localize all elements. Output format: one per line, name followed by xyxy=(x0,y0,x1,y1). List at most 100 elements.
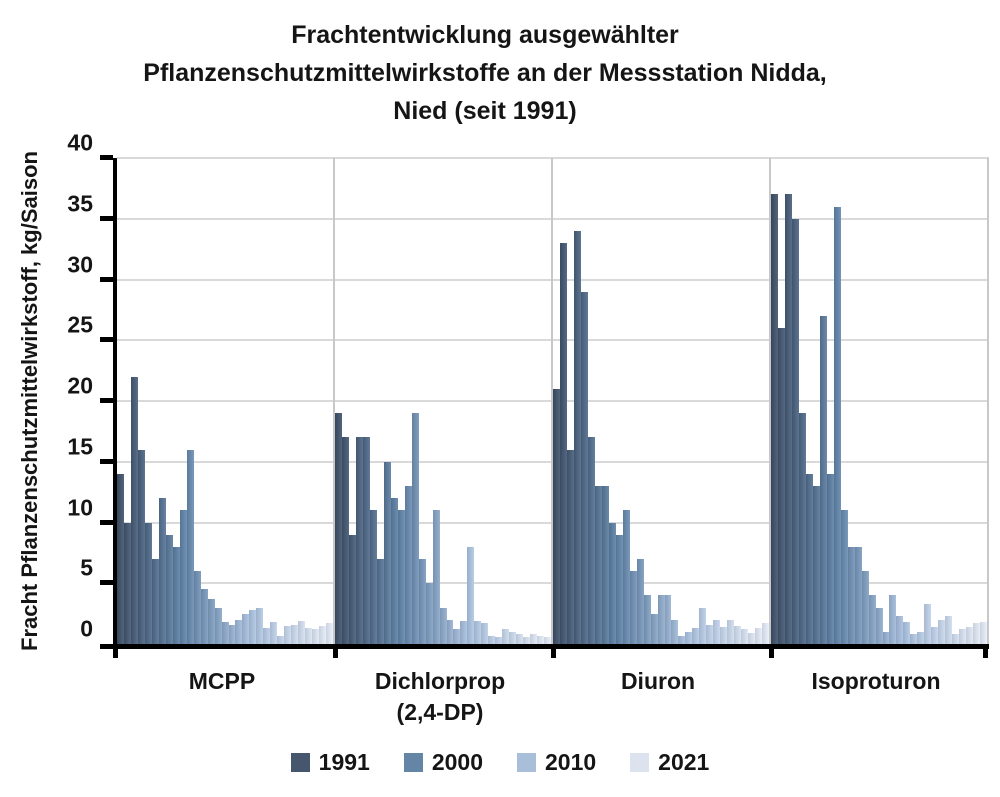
legend-label: 1991 xyxy=(318,749,370,775)
gridline xyxy=(117,339,989,342)
bar-dichlorprop-2001 xyxy=(404,486,412,644)
bar-diuron-1994 xyxy=(573,230,581,644)
x-axis-label-text: Dichlorprop xyxy=(374,668,506,694)
plot-area: 0 5 10 15 20 25 30 35 40 xyxy=(67,130,989,658)
bar-dichlorprop-2014 xyxy=(495,636,503,644)
bar-isoproturon-2004 xyxy=(861,571,869,644)
bar-isoproturon-2016 xyxy=(945,616,953,644)
chart-title-line1: Frachtentwicklung ausgewählter xyxy=(291,21,679,49)
bar-mcpp-1994 xyxy=(137,449,145,644)
bar-dichlorprop-2017 xyxy=(516,634,524,644)
bar-isoproturon-2017 xyxy=(952,634,960,644)
bar-dichlorprop-2005 xyxy=(432,510,440,644)
bar-isoproturon-1999 xyxy=(826,473,834,644)
bar-isoproturon-1997 xyxy=(812,486,820,644)
bar-diuron-2004 xyxy=(643,595,651,644)
bar-diuron-2012 xyxy=(699,607,707,644)
bar-diuron-2001 xyxy=(622,510,630,644)
bar-isoproturon-2013 xyxy=(924,603,932,644)
bar-diuron-2002 xyxy=(629,571,637,644)
bar-isoproturon-2001 xyxy=(840,510,848,644)
bar-diuron-2003 xyxy=(636,558,644,644)
bar-mcpp-1998 xyxy=(165,534,173,644)
x-axis-label-isoproturon: Isoproturon xyxy=(767,666,985,728)
bar-isoproturon-2019 xyxy=(966,627,974,644)
bar-diuron-2005 xyxy=(650,613,658,644)
bar-diuron-2007 xyxy=(664,595,672,644)
bar-dichlorprop-2010 xyxy=(467,546,475,644)
bar-mcpp-2014 xyxy=(277,635,285,644)
y-axis-tick xyxy=(100,644,113,649)
y-axis-title: Fracht Pflanzenschutzmittelwirkstoff, kg… xyxy=(17,151,42,651)
bar-isoproturon-2018 xyxy=(959,629,967,644)
bar-dichlorprop-1993 xyxy=(348,534,356,644)
bar-diuron-2021 xyxy=(762,623,770,644)
y-axis-tick xyxy=(100,398,113,403)
bar-diuron-1999 xyxy=(608,522,616,644)
bar-dichlorprop-2008 xyxy=(453,629,461,644)
bar-isoproturon-2005 xyxy=(868,595,876,644)
bar-diuron-2000 xyxy=(615,534,623,644)
bar-isoproturon-2021 xyxy=(980,622,988,644)
bar-isoproturon-1993 xyxy=(784,194,792,644)
bar-diuron-2015 xyxy=(720,627,728,644)
bar-diuron-2018 xyxy=(741,629,749,644)
bar-diuron-1992 xyxy=(559,243,567,644)
legend-label: 2010 xyxy=(545,749,597,775)
legend-swatch-icon xyxy=(517,753,536,772)
bar-isoproturon-2000 xyxy=(833,206,841,644)
chart-title: Frachtentwicklung ausgewählter Pflanzens… xyxy=(10,16,960,130)
bar-isoproturon-1996 xyxy=(805,473,813,644)
bar-isoproturon-2003 xyxy=(854,546,862,644)
y-axis-tick xyxy=(100,215,113,221)
bar-mcpp-2012 xyxy=(263,628,271,644)
bar-mcpp-2001 xyxy=(186,449,194,644)
x-axis-label-dichlorprop: Dichlorprop (2,4-DP) xyxy=(331,666,549,728)
bar-mcpp-2021 xyxy=(326,623,334,644)
bar-mcpp-2006 xyxy=(221,622,229,644)
bar-dichlorprop-2015 xyxy=(502,629,510,644)
bar-dichlorprop-1999 xyxy=(390,498,398,644)
bar-diuron-2011 xyxy=(692,628,700,644)
chart-title-line2: Pflanzenschutzmittelwirkstoffe an der Me… xyxy=(143,59,827,87)
bar-diuron-2006 xyxy=(657,595,665,644)
bar-diuron-2010 xyxy=(685,631,693,644)
bar-mcpp-1995 xyxy=(144,522,152,644)
bar-mcpp-1992 xyxy=(123,522,131,644)
bar-dichlorprop-2018 xyxy=(523,636,531,644)
legend-label: 2000 xyxy=(431,749,483,775)
x-axis-label-text: Isoproturon xyxy=(811,668,941,694)
y-axis-tick xyxy=(100,337,113,343)
bar-dichlorprop-1991 xyxy=(335,413,342,644)
bar-diuron-2013 xyxy=(706,624,714,644)
bar-mcpp-1993 xyxy=(130,376,138,644)
bar-mcpp-2002 xyxy=(193,571,201,644)
bar-mcpp-2010 xyxy=(249,609,257,644)
y-axis-tick-label: 5 xyxy=(80,554,93,581)
bar-mcpp-2016 xyxy=(291,624,299,644)
bar-dichlorprop-2000 xyxy=(397,510,405,644)
x-axis-tick xyxy=(551,649,556,658)
bar-group-diuron xyxy=(553,158,771,644)
legend-swatch-icon xyxy=(290,753,310,772)
bar-isoproturon-2002 xyxy=(847,546,855,644)
y-axis-tick-label: 30 xyxy=(67,251,93,277)
legend-swatch-icon xyxy=(403,753,423,772)
y-axis-tick xyxy=(100,155,113,160)
bar-diuron-1995 xyxy=(580,291,588,644)
x-axis-label-diuron: Diuron xyxy=(549,666,767,728)
legend-item-2021: 2021 xyxy=(630,749,709,776)
bar-diuron-2017 xyxy=(734,625,742,644)
bar-dichlorprop-1995 xyxy=(362,437,370,644)
bar-group-isoproturon xyxy=(771,158,989,644)
bar-mcpp-2020 xyxy=(319,625,327,644)
legend-label: 2021 xyxy=(658,749,710,775)
x-axis-tick xyxy=(983,649,988,658)
bar-isoproturon-2015 xyxy=(938,619,946,644)
bar-mcpp-2013 xyxy=(270,622,278,644)
bar-isoproturon-1998 xyxy=(819,315,827,644)
x-axis-tick xyxy=(113,649,118,658)
bar-dichlorprop-1992 xyxy=(341,437,349,644)
bar-dichlorprop-2016 xyxy=(509,631,517,644)
